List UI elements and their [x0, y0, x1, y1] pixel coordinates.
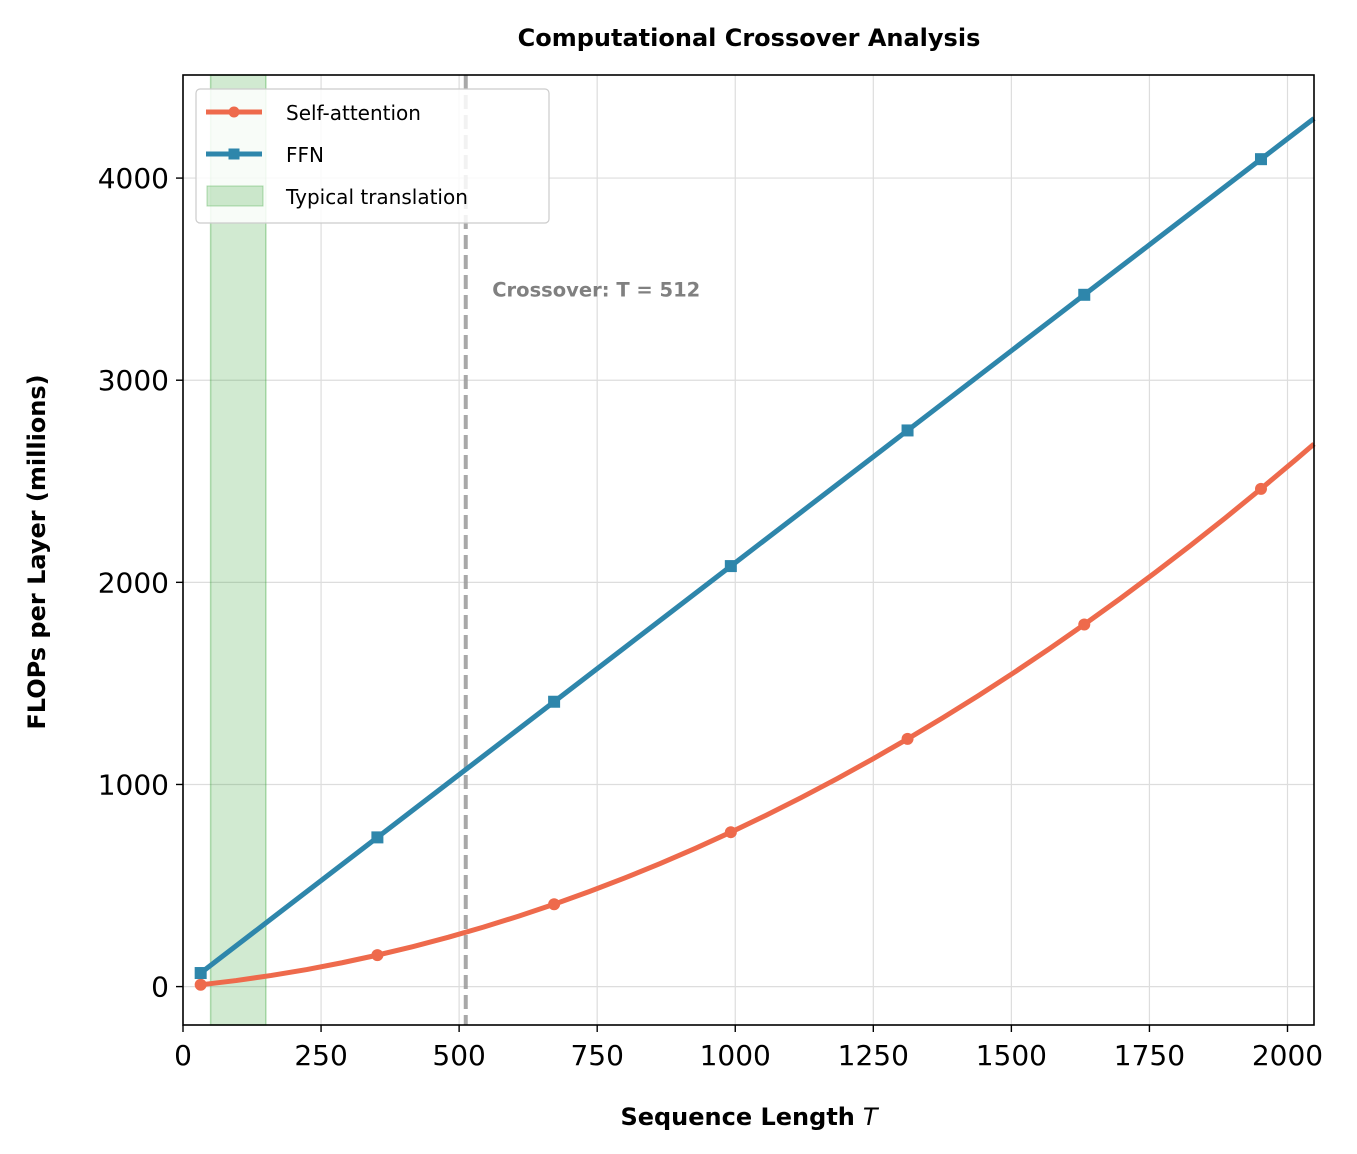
- plot-frame: [182, 74, 1315, 1026]
- marker-self-attention: [371, 949, 384, 962]
- y-tick-label: 4000: [98, 162, 169, 195]
- shaded-region: [209, 74, 267, 1026]
- marker-ffn: [371, 831, 384, 844]
- y-tick-label: 1000: [98, 768, 169, 801]
- marker-self-attention: [724, 826, 737, 839]
- marker-ffn: [724, 560, 737, 573]
- y-axis-ticks: 0 1000 2000 3000 4000: [98, 162, 183, 1004]
- x-tick-label: 500: [432, 1039, 485, 1072]
- typical-translation-band: [209, 74, 267, 1026]
- legend-label-ffn: FFN: [286, 143, 324, 167]
- y-tick-label: 0: [151, 971, 169, 1004]
- x-tick-label: 2000: [1252, 1039, 1323, 1072]
- marker-ffn: [1254, 153, 1267, 166]
- x-tick-label: 1500: [976, 1039, 1047, 1072]
- crossover-annotation: Crossover: T = 512: [492, 278, 700, 301]
- line-self-attention: [200, 442, 1316, 988]
- marker-ffn: [1078, 288, 1091, 301]
- legend-marker-ffn: [228, 148, 240, 160]
- marker-self-attention: [901, 732, 914, 745]
- legend: Self-attention FFN Typical translation: [195, 88, 550, 224]
- x-tick-label: 0: [174, 1039, 192, 1072]
- legend-label-typical-translation: Typical translation: [285, 185, 468, 209]
- marker-ffn: [194, 967, 207, 980]
- legend-box: [195, 88, 550, 224]
- x-axis-ticks: 0 250 500 750 1000 1250 1500 1750 2000: [174, 1025, 1323, 1072]
- series-self-attention: [194, 442, 1316, 991]
- legend-label-self-attention: Self-attention: [286, 101, 421, 125]
- y-axis-label: FLOPs per Layer (millions): [23, 374, 51, 729]
- x-tick-label: 1000: [700, 1039, 771, 1072]
- marker-ffn: [901, 424, 914, 437]
- marker-self-attention: [194, 978, 207, 991]
- series-group: [194, 116, 1316, 991]
- x-tick-label: 250: [294, 1039, 347, 1072]
- x-axis-label-var: T: [863, 1103, 880, 1131]
- marker-self-attention: [1254, 482, 1267, 495]
- y-tick-label: 2000: [98, 566, 169, 599]
- series-ffn: [194, 116, 1316, 980]
- line-ffn: [199, 116, 1316, 976]
- legend-marker-self-attention: [228, 106, 240, 118]
- legend-swatch-typical-translation: [206, 185, 264, 207]
- y-tick-label: 3000: [98, 364, 169, 397]
- marker-ffn: [548, 695, 561, 708]
- x-tick-label: 1250: [838, 1039, 909, 1072]
- marker-self-attention: [1078, 618, 1091, 631]
- x-tick-label: 750: [570, 1039, 623, 1072]
- chart-title: Computational Crossover Analysis: [518, 24, 981, 52]
- x-axis-label: Sequence Length T: [620, 1103, 879, 1131]
- x-axis-label-text: Sequence Length: [620, 1103, 854, 1131]
- marker-self-attention: [548, 898, 561, 911]
- x-tick-label: 1750: [1114, 1039, 1185, 1072]
- grid-lines: [182, 75, 1314, 1025]
